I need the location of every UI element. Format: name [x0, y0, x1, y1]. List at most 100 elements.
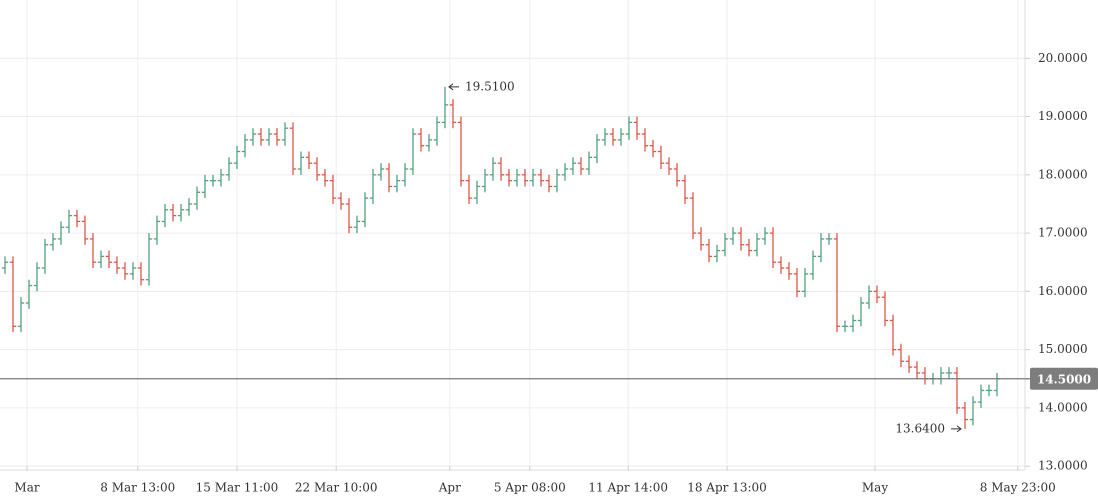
ohlc-bar [329, 174, 337, 204]
ohlc-bar [937, 367, 945, 385]
ohlc-bar [481, 168, 489, 193]
ohlc-bar [1, 256, 9, 274]
ohlc-bar [977, 384, 985, 408]
ohlc-bar [49, 233, 57, 251]
ohlc-bar [409, 128, 417, 175]
ohlc-bar [945, 367, 953, 379]
ohlc-bar [321, 168, 329, 187]
ohlc-bar [521, 168, 529, 187]
ohlc-bar [777, 256, 785, 274]
ohlc-bar [345, 198, 353, 234]
ohlc-bar [993, 372, 1001, 397]
ohlc-bar [985, 384, 993, 397]
ohlc-bar [665, 157, 673, 175]
ohlc-bar [185, 198, 193, 216]
ohlc-bar [361, 192, 369, 228]
ohlc-bar [705, 238, 713, 263]
ohlc-bar [689, 192, 697, 239]
ohlc-bar [209, 174, 217, 187]
ohlc-bar [273, 128, 281, 146]
ohlc-bar [545, 174, 553, 193]
ohlc-bar [841, 320, 849, 333]
ohlc-bar [153, 215, 161, 245]
ohlc-bar [585, 151, 593, 175]
x-tick-label: 8 May 23:00 [980, 481, 1056, 495]
ohlc-bar [857, 297, 865, 327]
ohlc-bar [657, 145, 665, 169]
ohlc-bar [913, 361, 921, 379]
ohlc-bar [713, 244, 721, 263]
ohlc-bar [921, 367, 929, 385]
ohlc-bar [297, 151, 305, 175]
ohlc-bar [9, 256, 17, 333]
ohlc-bar [561, 163, 569, 181]
ohlc-bar [609, 128, 617, 146]
ohlc-bar [129, 262, 137, 280]
ohlc-bar [873, 285, 881, 304]
x-tick-label: 22 Mar 10:00 [295, 481, 378, 495]
ohlc-bar [577, 157, 585, 175]
ohlc-bar [753, 233, 761, 257]
ohlc-bar [593, 134, 601, 164]
ohlc-bar [113, 256, 121, 274]
ohlc-bar [513, 168, 521, 187]
ohlc-bar [737, 227, 745, 251]
ohlc-bar [169, 203, 177, 222]
y-tick-label: 16.0000 [1038, 284, 1088, 298]
y-tick-label: 13.0000 [1038, 459, 1088, 473]
arrow [448, 83, 459, 91]
ohlc-bar [17, 297, 25, 333]
ohlc-bar [73, 209, 81, 228]
ohlc-bar [97, 250, 105, 269]
ohlc-bar [457, 116, 465, 187]
ohlc-bar [769, 227, 777, 269]
ohlc-bar [785, 262, 793, 280]
price-box [1030, 367, 1098, 390]
ohlc-bar [969, 396, 977, 426]
ohlc-bar [537, 168, 545, 187]
ohlc-bar [217, 168, 225, 187]
ohlc-bar [201, 174, 209, 199]
ohlc-bar [897, 343, 905, 368]
x-tick-label: Mar [14, 481, 39, 495]
ohlc-bar [145, 233, 153, 286]
ohlc-bar [449, 99, 457, 129]
x-tick-label: 5 Apr 08:00 [494, 481, 566, 495]
x-tick-label: Apr [438, 481, 461, 495]
ohlc-bar [41, 238, 49, 274]
ohlc-bar [369, 168, 377, 204]
ohlc-bar [81, 215, 89, 245]
ohlc-bar [681, 174, 689, 204]
ohlc-bar [265, 128, 273, 146]
x-tick-label: 11 Apr 14:00 [588, 481, 668, 495]
ohlc-bar [377, 163, 385, 181]
ohlc-bar [809, 250, 817, 280]
ohlc-bar [57, 221, 65, 245]
ohlc-bar [105, 250, 113, 269]
x-tick-label: 8 Mar 13:00 [100, 481, 175, 495]
ohlc-bar [673, 163, 681, 187]
ohlc-bar [193, 186, 201, 210]
ohlc-bar [89, 233, 97, 269]
ohlc-bar [881, 291, 889, 327]
ohlc-bar [257, 128, 265, 146]
ohlc-bar [161, 203, 169, 228]
ohlc-bar [801, 268, 809, 298]
ohlc-bar [337, 192, 345, 210]
ohlc-bar [649, 139, 657, 158]
ohlc-bar [793, 268, 801, 298]
ohlc-bar [505, 168, 513, 187]
ohlc-bar [633, 116, 641, 140]
ohlc-bar [761, 227, 769, 245]
ohlc-bar [905, 355, 913, 373]
ohlc-bar [121, 262, 129, 280]
ohlc-bar [489, 157, 497, 181]
y-tick-label: 14.0000 [1038, 400, 1088, 414]
ohlc-bar [305, 151, 313, 169]
y-tick-label: 20.0000 [1038, 51, 1088, 65]
ohlc-bar [529, 168, 537, 187]
y-tick-label: 17.0000 [1038, 226, 1088, 240]
y-tick-label: 19.0000 [1038, 109, 1088, 123]
